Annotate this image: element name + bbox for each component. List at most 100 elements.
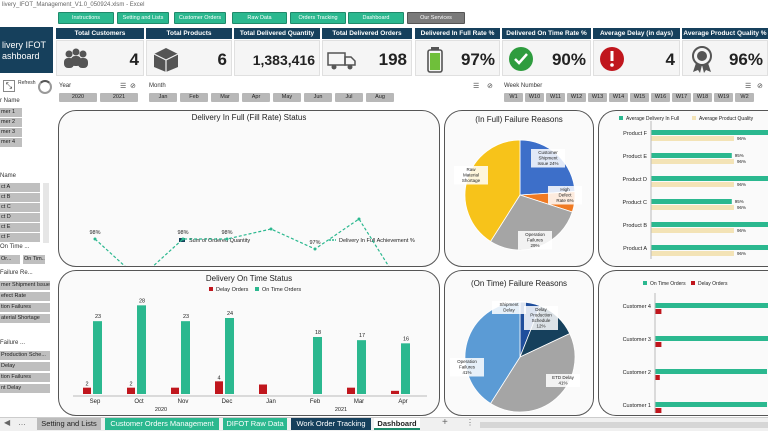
week-chip[interactable]: W2 — [735, 93, 754, 102]
nav-raw-data-button[interactable]: Raw Data — [232, 12, 287, 24]
month-chip[interactable]: Feb — [180, 93, 208, 102]
multiselect-icon[interactable]: ☰ — [120, 83, 127, 90]
ontime-bar — [655, 369, 767, 374]
pie-label-text: Failures — [459, 365, 476, 370]
tab-scroll-left-icon[interactable]: ◀ — [4, 418, 11, 427]
group-label: 2020 — [155, 407, 167, 413]
week-chip[interactable]: W13 — [588, 93, 607, 102]
failure2-slicer-item[interactable]: nt Delay — [0, 384, 50, 393]
quality-label: 96% — [737, 205, 746, 210]
week-clear-filter-icon[interactable]: ⊘ — [757, 83, 763, 90]
horizontal-scrollbar[interactable] — [480, 422, 768, 428]
product-slicer-scrollbar[interactable] — [43, 183, 49, 243]
month-chip[interactable]: May — [273, 93, 301, 102]
customer-slicer-item[interactable]: mer 1 — [0, 108, 22, 117]
week-chip[interactable]: W19 — [714, 93, 733, 102]
week-chip[interactable]: W11 — [546, 93, 565, 102]
year-chip-2021[interactable]: 2021 — [100, 93, 138, 102]
line-data-label: 98% — [177, 230, 188, 236]
month-chip[interactable]: Aug — [366, 93, 394, 102]
month-chip[interactable]: Mar — [211, 93, 239, 102]
tab-customer-orders[interactable]: Customer Orders Management — [105, 418, 219, 430]
week-multiselect-icon[interactable]: ☰ — [745, 83, 752, 90]
customer-slicer-item[interactable]: mer 4 — [0, 138, 22, 147]
failure-slicer-item[interactable]: mer Shipment Issue — [0, 281, 50, 290]
tab-dashboard[interactable]: Dashboard — [374, 418, 420, 430]
customer-panel: On Time Orders Delay Orders Customer 4 Cust… — [598, 270, 768, 416]
tab-ellipsis-icon[interactable]: … — [18, 418, 26, 427]
failure-slicer-item[interactable]: efect Rate — [0, 292, 50, 301]
customer-category-label: Customer 1 — [623, 403, 651, 409]
month-multiselect-icon[interactable]: ☰ — [473, 83, 480, 90]
nav-services-button[interactable]: Our Services — [407, 12, 465, 24]
quality-label: 96% — [737, 228, 746, 233]
legend-infull-swatch — [619, 116, 623, 120]
failure2-slicer-item[interactable]: Production Sche... — [0, 351, 50, 360]
tab-setting-lists[interactable]: Setting and Lists — [37, 418, 101, 430]
check-mark — [514, 53, 528, 65]
add-sheet-icon[interactable]: + — [442, 417, 448, 428]
infull-bar — [651, 245, 768, 250]
x-tick-label: Nov — [178, 399, 189, 405]
delay-bar — [391, 390, 399, 394]
pie-label-bg — [546, 374, 580, 387]
product-slicer-item[interactable]: ct A — [0, 183, 40, 192]
pie-label-text: Delay — [535, 307, 547, 312]
week-chip[interactable]: W15 — [630, 93, 649, 102]
week-chip[interactable]: W1 — [504, 93, 523, 102]
week-chip[interactable]: W14 — [609, 93, 628, 102]
tab-options-icon[interactable]: ⋮ — [466, 418, 474, 427]
product-slicer-item[interactable]: ct E — [0, 223, 40, 232]
failure2-slicer-label: Failure ... — [0, 340, 26, 346]
failure-slicer-item[interactable]: aterial Shortage — [0, 314, 50, 323]
tab-difot-raw[interactable]: DIFOT Raw Data — [223, 418, 287, 430]
failure2-slicer-item[interactable]: tion Failures — [0, 373, 50, 382]
infull-bar — [651, 199, 732, 204]
kpi-card: 6 — [146, 40, 232, 76]
box-icon — [151, 45, 181, 73]
week-chip[interactable]: W12 — [567, 93, 586, 102]
nav-settings-button[interactable]: Setting and Lists — [117, 12, 169, 24]
product-slicer-item[interactable]: ct B — [0, 193, 40, 202]
kpi-header: Total Delivered Quantity — [234, 28, 320, 39]
nav-orders-tracking-button[interactable]: Orders Tracking — [290, 12, 346, 24]
month-chip[interactable]: Jan — [149, 93, 177, 102]
tab-work-order[interactable]: Work Order Tracking — [291, 418, 371, 430]
line-data-label: 98% — [221, 230, 232, 236]
customer-slicer-item[interactable]: mer 3 — [0, 128, 22, 137]
clear-filter-icon[interactable]: ⊘ — [130, 83, 136, 90]
product-panel: Average Delivery In Full Average Product … — [598, 110, 768, 267]
expand-icon[interactable]: ⤡ — [3, 80, 15, 92]
month-chip[interactable]: Jul — [335, 93, 363, 102]
week-chip[interactable]: W16 — [651, 93, 670, 102]
nav-customer-orders-button[interactable]: Customer Orders — [174, 12, 226, 24]
product-slicer-item[interactable]: ct F — [0, 233, 40, 242]
failure-slicer-item[interactable]: tion Failures — [0, 303, 50, 312]
year-chip-2020[interactable]: 2020 — [59, 93, 97, 102]
pie-label-bg — [531, 149, 565, 168]
month-clear-filter-icon[interactable]: ⊘ — [487, 83, 493, 90]
ontime-item-2[interactable]: On Tim... — [23, 255, 45, 264]
failure2-slicer-item[interactable]: Delay — [0, 362, 50, 371]
product-slicer-item[interactable]: ct C — [0, 203, 40, 212]
customer-slicer-item[interactable]: mer 2 — [0, 118, 22, 127]
refresh-icon[interactable] — [38, 80, 52, 94]
ontime-label: 23 — [183, 314, 189, 320]
brand-line1: livery IFOT — [2, 40, 46, 50]
week-chip[interactable]: W17 — [672, 93, 691, 102]
product-slicer-item[interactable]: ct D — [0, 213, 40, 222]
ontime-item-1[interactable]: Or... — [0, 255, 20, 264]
nav-instructions-button[interactable]: Instructions — [58, 12, 114, 24]
nav-dashboard-button[interactable]: Dashboard — [348, 12, 404, 24]
month-chip[interactable]: Apr — [242, 93, 270, 102]
pie-label-text: Material — [463, 173, 479, 178]
customer-chart: On Time Orders Delay Orders Customer 4 Cust… — [623, 281, 768, 413]
month-chip[interactable]: Jun — [304, 93, 332, 102]
week-chip[interactable]: W18 — [693, 93, 712, 102]
line-data-label: 98% — [89, 230, 100, 236]
week-chip[interactable]: W10 — [525, 93, 544, 102]
